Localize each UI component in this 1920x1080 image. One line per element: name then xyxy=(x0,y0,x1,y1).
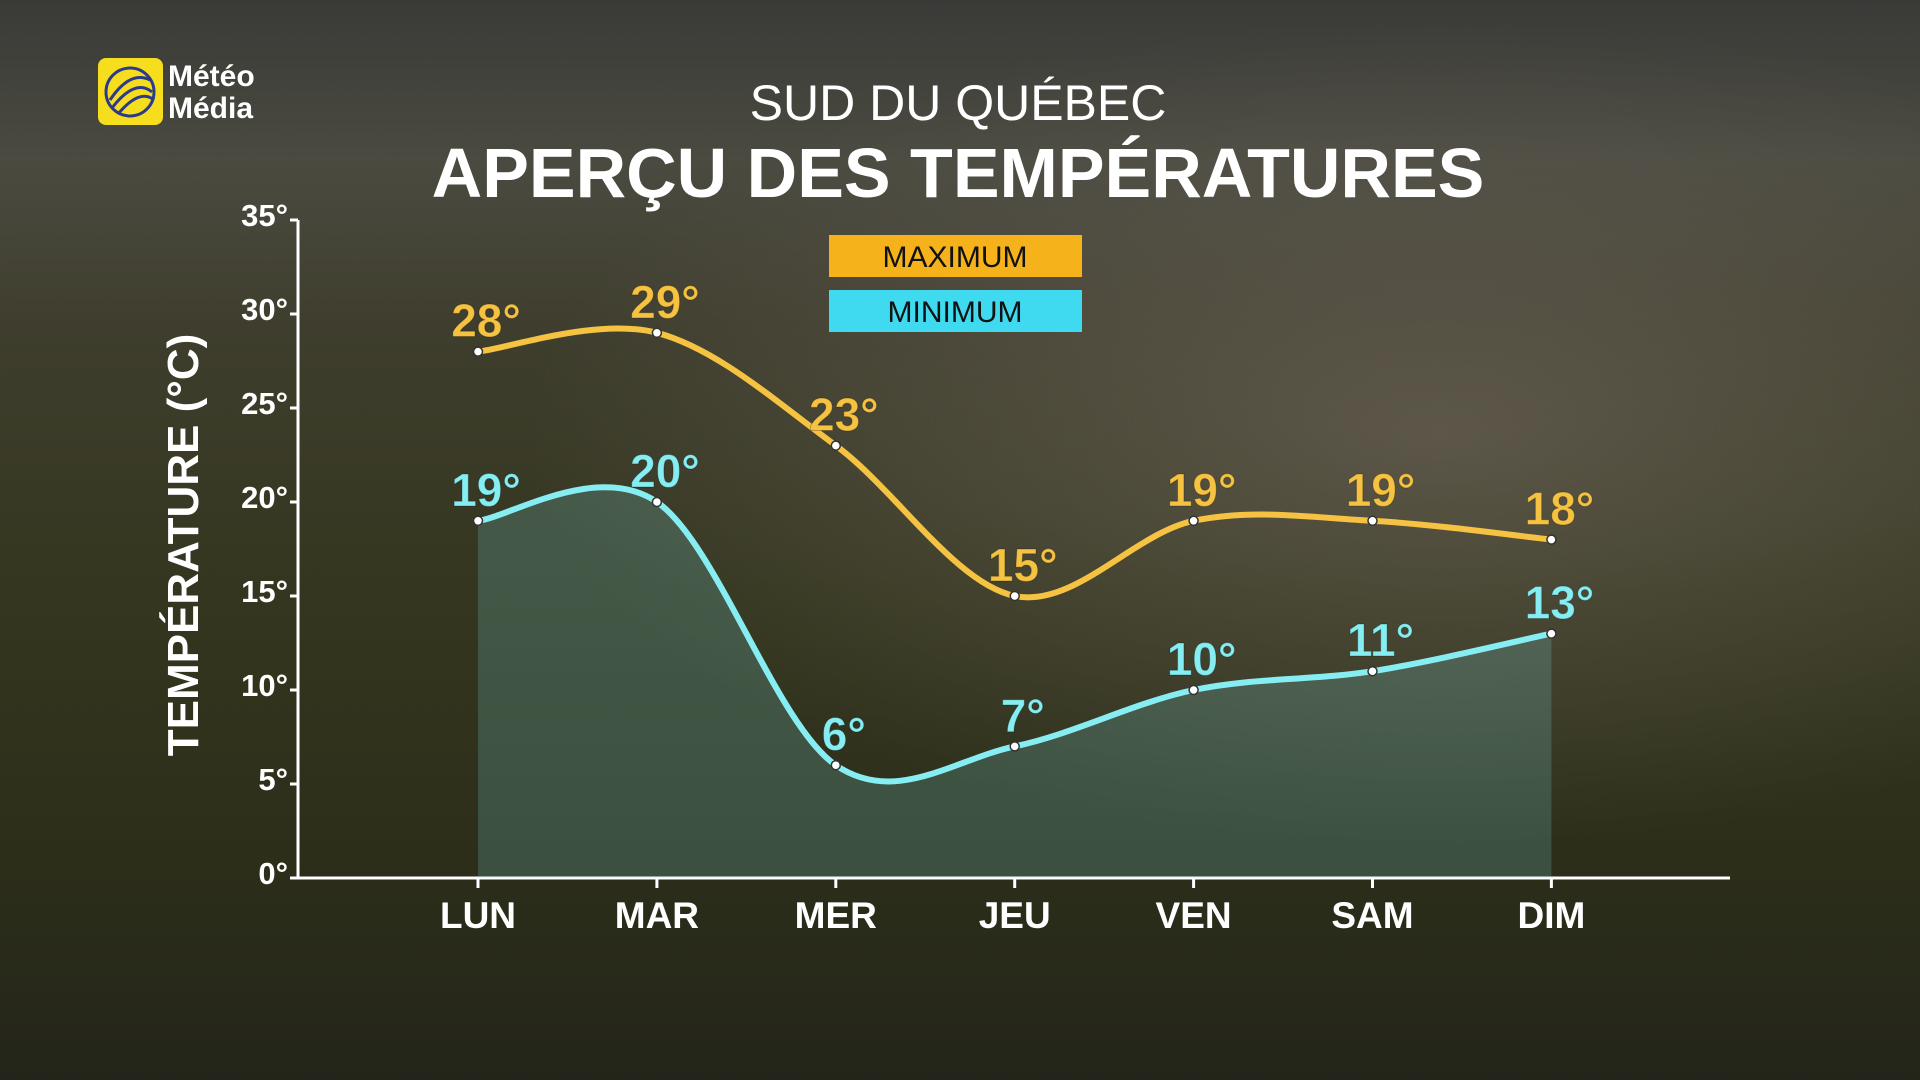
x-tick-label: SAM xyxy=(1331,895,1413,936)
point xyxy=(1188,684,1199,696)
y-tick-label: 25° xyxy=(241,386,288,421)
point xyxy=(1188,515,1199,527)
point xyxy=(651,496,663,508)
legend-swatch xyxy=(829,290,1082,332)
legend-label: MAXIMUM xyxy=(883,241,1028,274)
y-tick-label: 30° xyxy=(241,292,288,327)
y-axis-label: TEMPÉRATURE (°C) xyxy=(158,334,208,757)
data-label: 11° xyxy=(1347,614,1414,666)
data-label: 23° xyxy=(809,389,879,441)
logo-swirl xyxy=(108,76,155,115)
y-tick-label: 15° xyxy=(241,574,288,609)
point xyxy=(1546,534,1557,545)
data-label: 20° xyxy=(630,445,700,497)
logo-text: Météo xyxy=(168,60,255,93)
y-tick-label: 35° xyxy=(241,198,288,233)
data-label: 28° xyxy=(451,295,521,347)
data-label: 19° xyxy=(1167,464,1237,516)
area xyxy=(478,487,1552,878)
point xyxy=(1009,590,1020,602)
data-label: 7° xyxy=(1001,689,1045,741)
data-label: 6° xyxy=(822,708,866,760)
x-tick-label: JEU xyxy=(979,895,1051,936)
y-tick-label: 0° xyxy=(258,856,288,891)
point xyxy=(1367,515,1378,527)
point xyxy=(472,346,484,357)
logo-text: Média xyxy=(168,92,253,125)
point xyxy=(1367,665,1378,677)
data-label: 18° xyxy=(1525,483,1595,535)
point xyxy=(472,515,484,527)
x-tick-label: MAR xyxy=(615,895,699,936)
data-label: 10° xyxy=(1167,633,1237,685)
data-label: 19° xyxy=(451,464,521,516)
data-label: 15° xyxy=(988,539,1058,591)
point xyxy=(830,759,842,771)
x-tick-label: MER xyxy=(795,895,877,936)
point xyxy=(830,440,842,451)
y-tick-label: 10° xyxy=(241,668,288,703)
legend-swatch xyxy=(829,235,1082,277)
data-label: 29° xyxy=(630,276,700,328)
point xyxy=(651,327,663,339)
chart-title: APERÇU DES TEMPÉRATURES xyxy=(432,134,1485,212)
point xyxy=(1009,741,1020,752)
data-label: 19° xyxy=(1346,464,1416,516)
logo: Météo Média xyxy=(98,58,255,125)
logo-globe xyxy=(104,66,156,118)
x-tick-label: VEN xyxy=(1156,895,1232,936)
data-label: 13° xyxy=(1525,577,1595,629)
x-tick-label: DIM xyxy=(1517,895,1585,936)
point xyxy=(1546,628,1557,639)
chart-subtitle: SUD DU QUÉBEC xyxy=(750,75,1167,131)
legend-label: MINIMUM xyxy=(888,296,1023,329)
y-tick-label: 20° xyxy=(241,480,288,515)
y-tick-label: 5° xyxy=(258,762,288,797)
x-tick-label: LUN xyxy=(440,895,516,936)
